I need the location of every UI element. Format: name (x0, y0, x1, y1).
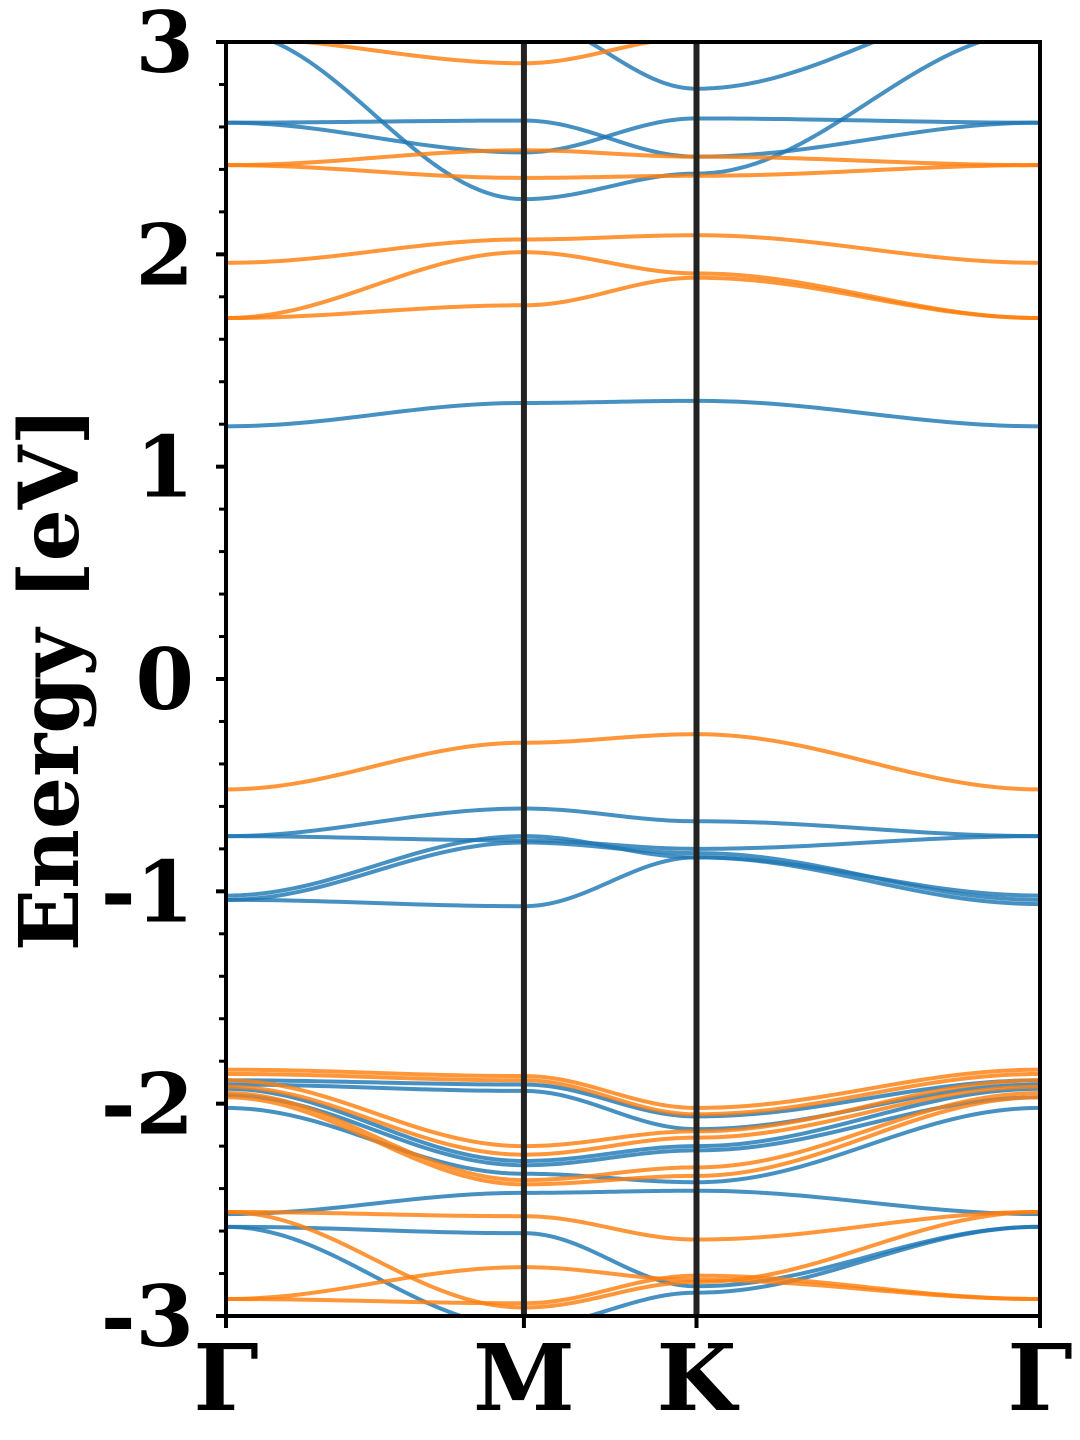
spin-down-band-25 (226, 1067, 1040, 1110)
y-tick-label: -3 (101, 1267, 194, 1366)
y-tick-label: 1 (136, 418, 194, 517)
x-tick-label-Γ: Γ (193, 1324, 258, 1432)
y-axis-title: Energy [eV] (2, 407, 98, 951)
spin-down-band-31 (226, 1209, 1040, 1242)
spin-down-band-26 (226, 1071, 1040, 1117)
spin-down-band-18 (226, 732, 1040, 792)
spin-up-band-4 (585, 42, 879, 91)
spin-down-band-34 (226, 1273, 1040, 1306)
y-tick-label: -2 (101, 1055, 194, 1154)
y-tick-label: -1 (101, 842, 194, 941)
spin-down-band-20 (226, 250, 1040, 321)
spin-up-band-17 (226, 1224, 1040, 1316)
spin-up-band-9 (226, 855, 1040, 909)
spin-up-band-2 (226, 116, 1040, 155)
spin-down-band-24 (282, 42, 664, 66)
spin-down-band-28 (226, 1084, 1040, 1157)
spin-up-band-10 (226, 1078, 1040, 1119)
x-tick-label-K: K (657, 1324, 740, 1432)
band-lines (226, 42, 1040, 1316)
y-axis-ticks: -3 -2 -1 0 1 2 3 (101, 0, 226, 1366)
x-tick-label-Γ: Γ (1007, 1324, 1072, 1432)
spin-up-band-15 (226, 1188, 1040, 1217)
spin-down-band-29 (226, 1091, 1040, 1183)
spin-up-band-13 (226, 1093, 1040, 1168)
y-tick-label: 3 (136, 0, 194, 92)
y-tick-label: 2 (136, 205, 194, 304)
x-tick-label-M: M (473, 1324, 575, 1432)
spin-up-band-1 (226, 118, 1040, 159)
spin-up-band-6 (226, 834, 1040, 851)
spin-up-band-5 (226, 806, 1040, 839)
spin-down-band-27 (226, 1078, 1040, 1149)
spin-down-band-22 (226, 163, 1040, 180)
spin-up-band-16 (226, 1224, 1040, 1289)
spin-up-band-8 (226, 840, 1040, 902)
spin-down-band-23 (226, 148, 1040, 168)
y-tick-label: 0 (136, 630, 194, 729)
spin-down-band-32 (226, 1209, 1040, 1310)
spin-down-band-33 (226, 1265, 1040, 1302)
spin-down-band-30 (226, 1095, 1040, 1187)
kpath-divider-lines (520, 42, 700, 1316)
spin-down-band-21 (226, 233, 1040, 265)
spin-down-band-19 (226, 275, 1040, 321)
spin-up-band-3 (268, 42, 987, 202)
spin-up-band-12 (226, 1086, 1040, 1163)
spin-up-band-0 (226, 398, 1040, 429)
